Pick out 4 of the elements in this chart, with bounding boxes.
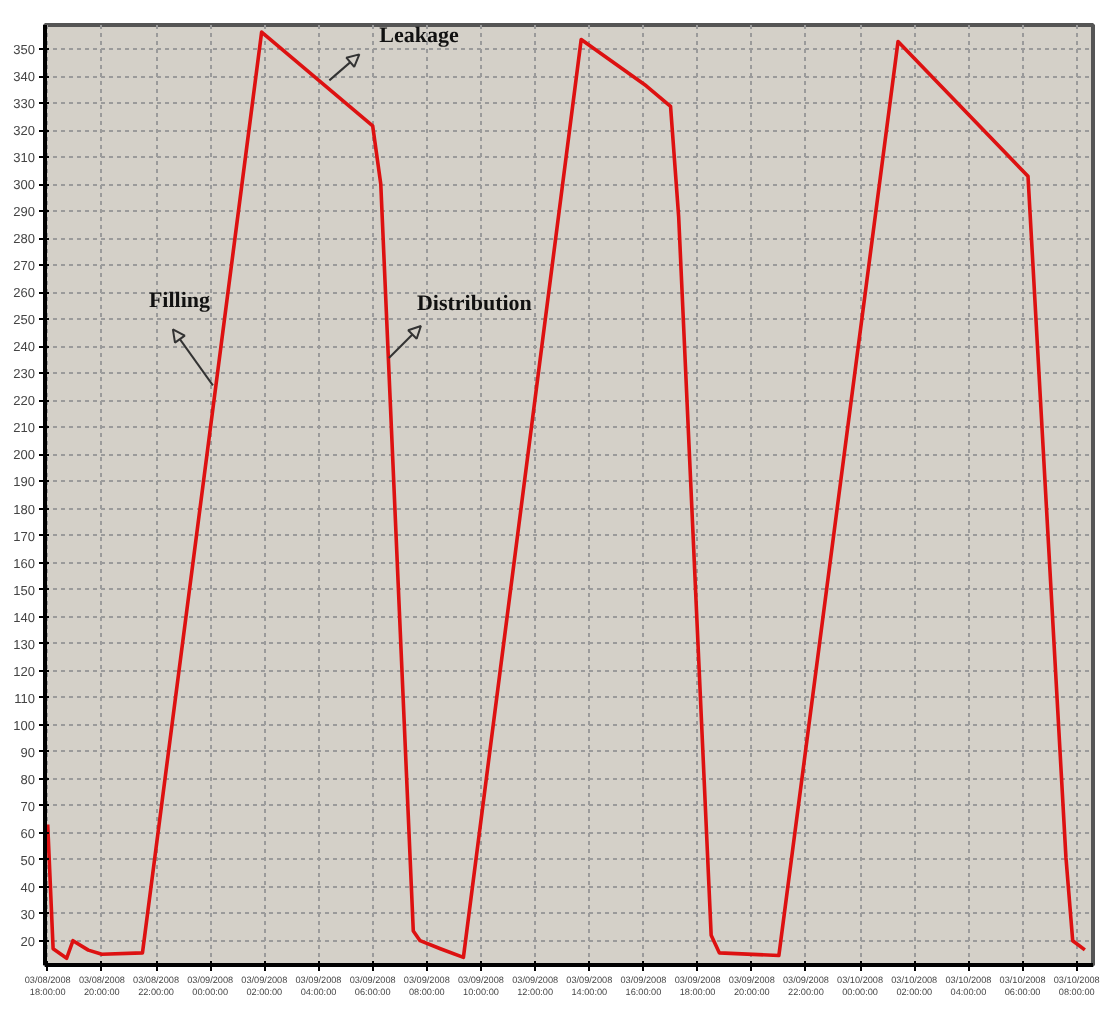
annotation: Leakage bbox=[379, 24, 460, 49]
annotation: Distribution bbox=[416, 292, 532, 317]
line-series bbox=[45, 30, 1087, 961]
annotation: Filling bbox=[148, 289, 212, 314]
